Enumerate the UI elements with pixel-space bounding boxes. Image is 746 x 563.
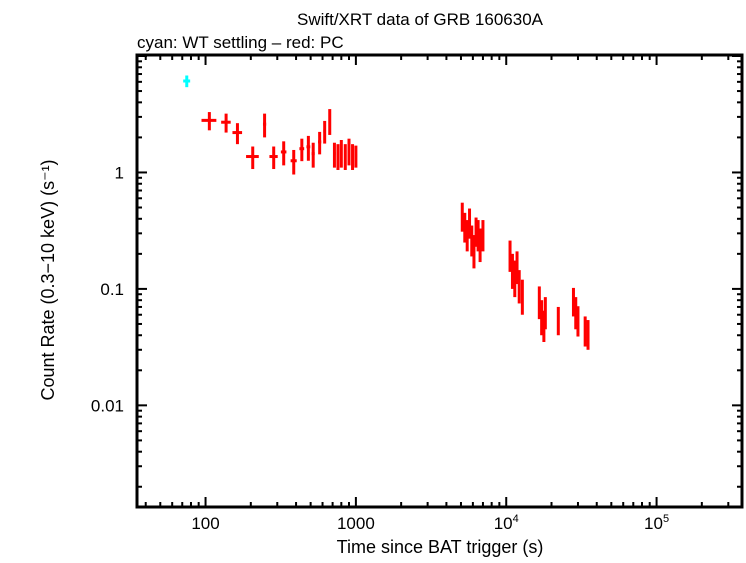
data-point <box>311 142 315 168</box>
y-axis-label: Count Rate (0.3−10 keV) (s⁻¹) <box>38 159 58 400</box>
data-point <box>465 220 469 252</box>
data-point <box>201 112 217 131</box>
data-point <box>508 240 512 272</box>
data-point <box>472 235 476 269</box>
data-point <box>318 131 322 155</box>
plot-frame <box>135 53 744 509</box>
y-tick-label: 0.1 <box>100 280 124 299</box>
data-point <box>478 228 482 263</box>
data-point <box>232 123 243 145</box>
chart-title: Swift/XRT data of GRB 160630A <box>297 10 544 29</box>
y-tick-label: 0.01 <box>91 396 124 415</box>
data-point <box>246 146 259 170</box>
data-point <box>540 300 544 336</box>
data-point <box>183 75 191 88</box>
data-point <box>460 202 464 232</box>
chart-subtitle: cyan: WT settling – red: PC <box>137 33 344 52</box>
data-point <box>221 113 231 133</box>
data-point <box>474 217 478 247</box>
data-point <box>574 297 578 330</box>
data-point <box>347 138 351 166</box>
data-point <box>537 286 541 320</box>
data-point <box>468 208 472 239</box>
data-point <box>515 251 519 285</box>
data-point <box>328 109 332 135</box>
data-point <box>586 320 590 350</box>
data-point <box>513 260 517 298</box>
data-point <box>343 144 347 170</box>
data-point <box>470 225 474 257</box>
data-point <box>576 306 580 337</box>
data-point <box>280 141 287 166</box>
data-point <box>290 149 297 175</box>
data-point <box>463 212 467 243</box>
data-point <box>339 139 343 168</box>
x-tick-label: 1000 <box>337 514 375 533</box>
data-point <box>517 270 521 304</box>
data-point <box>571 287 575 317</box>
x-tick-label: 100 <box>191 514 219 533</box>
x-tick-label: 105 <box>644 513 669 533</box>
data-point <box>556 306 560 336</box>
data-point <box>354 145 358 168</box>
data-point <box>476 220 480 252</box>
data-point <box>543 297 547 330</box>
data-point <box>262 113 267 138</box>
data-point <box>306 135 311 161</box>
data-point <box>299 138 305 162</box>
data-point <box>323 120 327 144</box>
data-point <box>520 279 524 315</box>
data-point <box>481 220 485 252</box>
y-tick-label: 1 <box>115 163 124 182</box>
data-point <box>351 144 355 170</box>
data-point <box>583 316 587 347</box>
x-axis-label: Time since BAT trigger (s) <box>337 537 544 557</box>
data-point <box>332 142 336 168</box>
data-point <box>510 253 514 289</box>
data-point <box>336 144 340 170</box>
data-point <box>269 146 278 170</box>
x-tick-label: 104 <box>494 513 519 533</box>
